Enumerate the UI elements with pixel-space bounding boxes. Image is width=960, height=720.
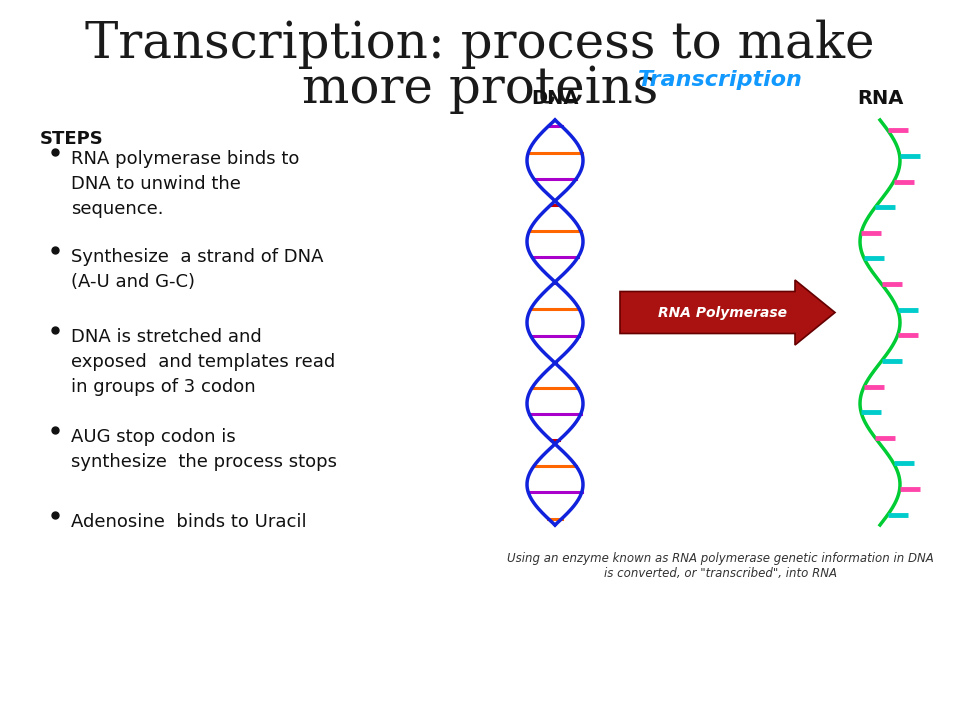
Text: RNA Polymerase: RNA Polymerase: [658, 305, 787, 320]
Text: DNA: DNA: [531, 89, 579, 108]
Text: RNA: RNA: [857, 89, 903, 108]
Text: Synthesize  a strand of DNA
(A-U and G-C): Synthesize a strand of DNA (A-U and G-C): [71, 248, 324, 291]
Text: Adenosine  binds to Uracil: Adenosine binds to Uracil: [71, 513, 306, 531]
Text: Using an enzyme known as RNA polymerase genetic information in DNA
is converted,: Using an enzyme known as RNA polymerase …: [507, 552, 933, 580]
FancyArrow shape: [620, 280, 835, 345]
Text: Transcription: Transcription: [637, 70, 803, 90]
Text: DNA is stretched and
exposed  and templates read
in groups of 3 codon: DNA is stretched and exposed and templat…: [71, 328, 335, 396]
Text: AUG stop codon is
synthesize  the process stops: AUG stop codon is synthesize the process…: [71, 428, 337, 471]
Text: STEPS: STEPS: [40, 130, 104, 148]
Text: more proteins: more proteins: [301, 65, 659, 114]
Text: Transcription: process to make: Transcription: process to make: [85, 20, 875, 69]
Text: RNA polymerase binds to
DNA to unwind the
sequence.: RNA polymerase binds to DNA to unwind th…: [71, 150, 300, 218]
